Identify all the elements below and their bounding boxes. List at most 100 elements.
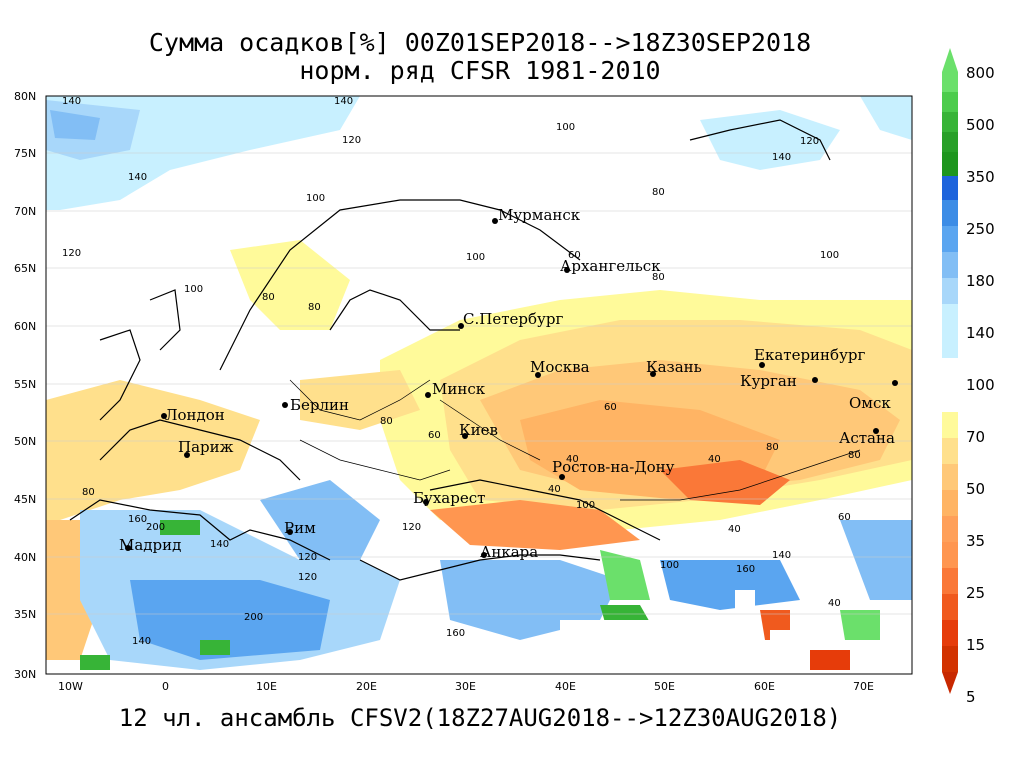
city-label: Казань — [646, 358, 702, 376]
lon-label: 10W — [58, 680, 83, 693]
contour-label: 80 — [82, 487, 95, 498]
latitude-labels: 80N 75N 70N 65N 60N 55N 50N 45N 40N 35N … — [14, 90, 36, 681]
colorbar-label: 50 — [966, 480, 985, 498]
city-label: Курган — [740, 372, 797, 390]
contour-label: 80 — [308, 302, 321, 313]
colorbar-top-arrow — [942, 48, 958, 72]
colorbar-label: 800 — [966, 64, 995, 82]
title-line-1: Сумма осадков[%] 00Z01SEP2018-->18Z30SEP… — [148, 28, 812, 57]
contour-label: 120 — [800, 136, 819, 147]
colorbar-label: 25 — [966, 584, 985, 602]
colorbar-label: 250 — [966, 220, 995, 238]
city-label: Киев — [459, 421, 498, 439]
lat-label: 55N — [14, 378, 36, 391]
city-label: Астана — [839, 429, 895, 447]
lat-label: 50N — [14, 435, 36, 448]
contour-label: 200 — [244, 612, 263, 623]
city-label: Париж — [178, 438, 234, 456]
contour-label: 100 — [660, 560, 679, 571]
contour-label: 100 — [184, 284, 203, 295]
contour-label: 140 — [132, 636, 151, 647]
contour-labels: 140 140 120 140 100 120 100 80 100 80 80… — [62, 96, 861, 647]
lon-label: 70E — [853, 680, 874, 693]
contour-label: 120 — [62, 248, 81, 259]
city-label: Рим — [284, 519, 316, 537]
lat-label: 70N — [14, 205, 36, 218]
colorbar-label: 15 — [966, 636, 985, 654]
contour-label: 40 — [728, 524, 741, 535]
colorbar-bottom-arrow — [942, 672, 958, 694]
lat-label: 30N — [14, 668, 36, 681]
lon-label: 60E — [754, 680, 775, 693]
contour-label: 120 — [402, 522, 421, 533]
city-label: Ростов-на-Дону — [552, 458, 675, 476]
contour-label: 200 — [146, 522, 165, 533]
colorbar: 800 500 350 250 180 140 100 70 50 35 25 … — [942, 48, 995, 706]
lon-label: 20E — [356, 680, 377, 693]
contour-label: 60 — [604, 402, 617, 413]
contour-label: 40 — [708, 454, 721, 465]
city-label: Омск — [849, 394, 891, 412]
city-label: С.Петербург — [463, 310, 563, 328]
city-label: Минск — [432, 380, 486, 398]
contour-label: 80 — [652, 187, 665, 198]
colorbar-label: 35 — [966, 532, 985, 550]
lat-label: 35N — [14, 608, 36, 621]
city-label: Бухарест — [413, 489, 485, 507]
map-frame — [45, 95, 913, 675]
lat-label: 65N — [14, 262, 36, 275]
title-line-2: норм. ряд CFSR 1981-2010 — [299, 56, 661, 85]
colorbar-label: 100 — [966, 376, 995, 394]
contour-label: 40 — [828, 598, 841, 609]
contour-label: 100 — [556, 122, 575, 133]
lon-label: 0 — [162, 680, 169, 693]
contour-label: 60 — [568, 250, 581, 261]
contour-label: 140 — [62, 96, 81, 107]
colorbar-label: 500 — [966, 116, 995, 134]
contour-label: 160 — [446, 628, 465, 639]
lat-label: 45N — [14, 493, 36, 506]
city-label: Екатеринбург — [754, 346, 865, 364]
lon-label: 40E — [555, 680, 576, 693]
contour-label: 80 — [262, 292, 275, 303]
contour-label: 60 — [428, 430, 441, 441]
city-label: Анкара — [480, 543, 538, 561]
lat-label: 75N — [14, 147, 36, 160]
contour-label: 140 — [210, 539, 229, 550]
lat-label: 40N — [14, 551, 36, 564]
contour-label: 140 — [772, 152, 791, 163]
contour-label: 120 — [298, 572, 317, 583]
colorbar-label: 350 — [966, 168, 995, 186]
contour-label: 160 — [128, 514, 147, 525]
contour-label: 40 — [566, 454, 579, 465]
longitude-labels: 10W 0 10E 20E 30E 40E 50E 60E 70E — [58, 680, 874, 693]
lon-label: 50E — [654, 680, 675, 693]
city-label: Берлин — [290, 396, 349, 414]
cities: Мурманск Архангельск С.Петербург Москва … — [119, 206, 898, 561]
contour-label: 100 — [466, 252, 485, 263]
contour-label: 120 — [342, 135, 361, 146]
contour-label: 140 — [334, 96, 353, 107]
contour-label: 80 — [848, 450, 861, 461]
city-label: Архангельск — [560, 257, 661, 275]
contour-label: 40 — [548, 484, 561, 495]
city-label: Москва — [530, 358, 590, 376]
lat-label: 80N — [14, 90, 36, 103]
contour-label: 80 — [380, 416, 393, 427]
contour-label: 120 — [298, 552, 317, 563]
city-label: Мадрид — [119, 536, 181, 554]
contour-label: 80 — [766, 442, 779, 453]
colorbar-label: 70 — [966, 428, 985, 446]
contour-label: 100 — [820, 250, 839, 261]
contour-label: 100 — [306, 193, 325, 204]
colorbar-label: 5 — [966, 688, 976, 706]
lat-label: 60N — [14, 320, 36, 333]
lon-label: 10E — [256, 680, 277, 693]
contour-label: 160 — [736, 564, 755, 575]
colorbar-label: 180 — [966, 272, 995, 290]
city-label: Лондон — [165, 406, 225, 424]
ensemble-subtitle: 12 чл. ансамбль CFSV2(18Z27AUG2018-->12Z… — [118, 704, 842, 732]
city-label: Мурманск — [498, 206, 581, 224]
contour-label: 100 — [576, 500, 595, 511]
